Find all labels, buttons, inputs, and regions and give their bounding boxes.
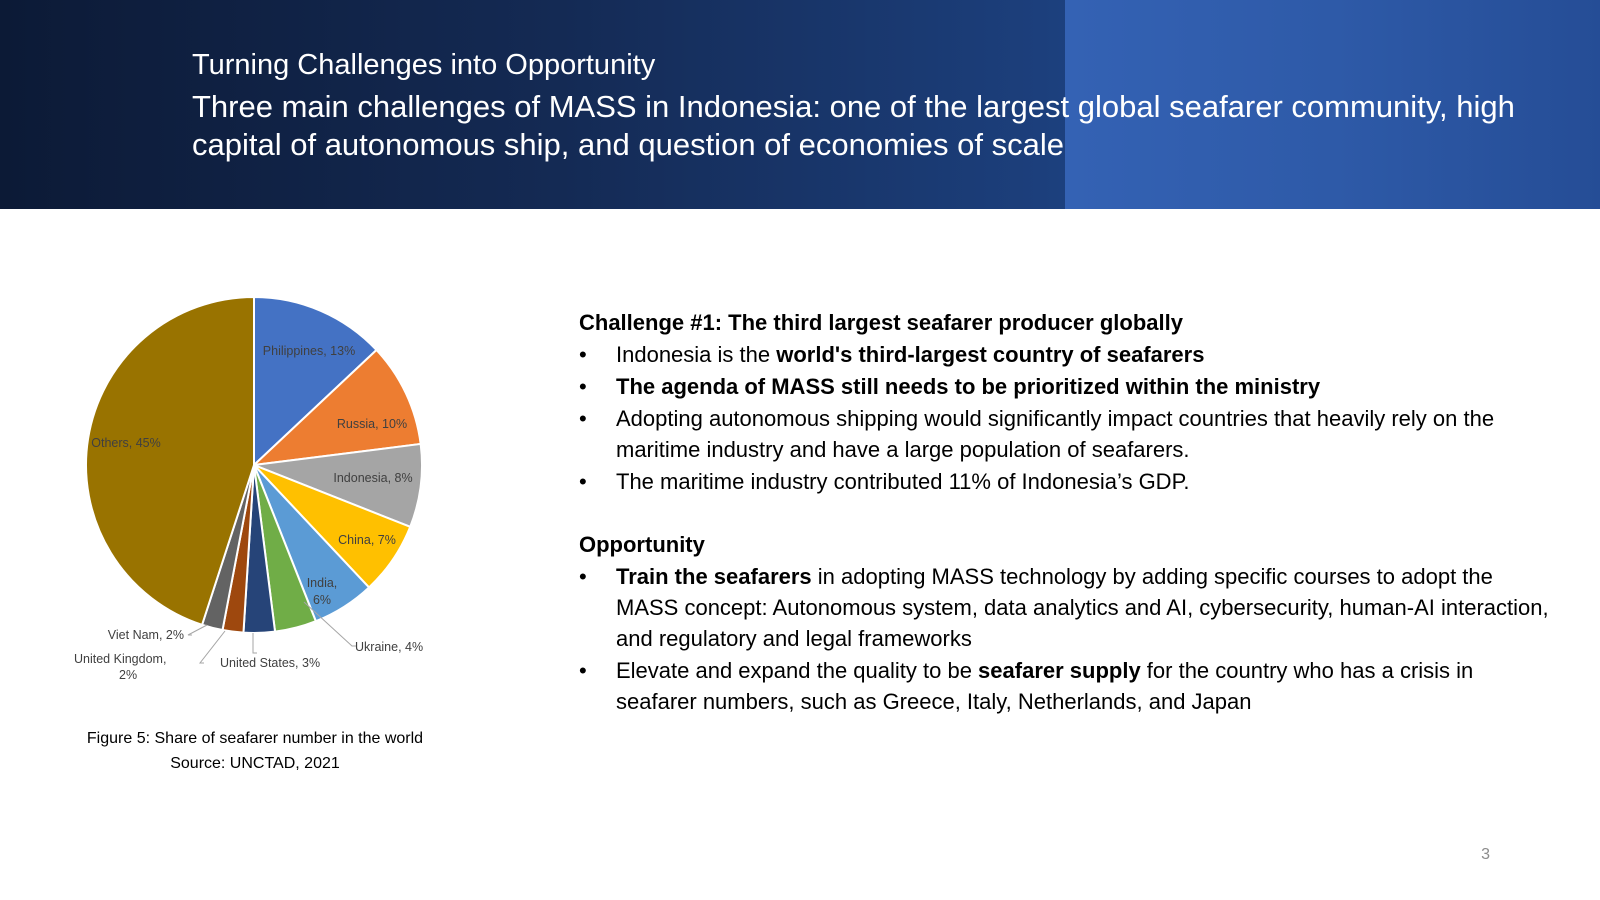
pie-leader-line [252, 633, 257, 654]
pie-data-label: Philippines, 13% [263, 344, 355, 358]
pie-data-label: India, 6% [307, 576, 338, 607]
pie-slice-russia [251, 348, 422, 467]
pie-data-label: Others, 45% [91, 436, 160, 450]
challenge-bullet: The maritime industry contributed 11% of… [579, 466, 1549, 497]
pie-chart-svg: Philippines, 13% Russia, 10% Indonesia, 8%… [74, 295, 423, 682]
pie-data-label: Russia, 10% [337, 417, 407, 431]
slide-kicker: Turning Challenges into Opportunity [192, 49, 656, 81]
header-text: Turning Challenges into Opportunity Thre… [192, 46, 1572, 164]
pie-data-label: Indonesia, 8% [333, 471, 412, 485]
header-accent-panel [1065, 0, 1600, 209]
opportunity-bullet: Elevate and expand the quality to be sea… [579, 655, 1549, 717]
figure-caption: Figure 5: Share of seafarer number in th… [40, 726, 470, 776]
pie-chart: Philippines, 13% Russia, 10% Indonesia, 8%… [50, 295, 520, 695]
opportunity-bullet: Train the seafarers in adopting MASS tec… [579, 561, 1549, 654]
pie-slice-philippines [253, 295, 378, 468]
pie-leader-line [198, 630, 226, 664]
pie-data-label: Viet Nam, 2% [108, 628, 184, 642]
opportunity-list: Train the seafarers in adopting MASS tec… [579, 561, 1549, 717]
pie-data-label: United Kingdom, 2% [74, 652, 166, 682]
pie-slice-others [85, 295, 255, 627]
challenge-list: Indonesia is the world's third-largest c… [579, 339, 1549, 497]
challenge-bullet: Indonesia is the world's third-largest c… [579, 339, 1549, 370]
challenge-bullet: Adopting autonomous shipping would signi… [579, 403, 1549, 465]
pie-data-label: United States, 3% [220, 656, 320, 670]
pie-data-label: Ukraine, 4% [355, 640, 423, 654]
challenge-bullet: The agenda of MASS still needs to be pri… [579, 371, 1549, 402]
caption-title: Figure 5: Share of seafarer number in th… [86, 730, 424, 747]
pie-leader-line [303, 601, 356, 647]
caption-source: Source: UNCTAD, 2021 [170, 755, 340, 772]
section-spacer [579, 498, 1549, 529]
pie-data-label: China, 7% [338, 533, 396, 547]
challenge-heading: Challenge #1: The third largest seafarer… [579, 310, 1183, 335]
opportunity-heading: Opportunity [579, 532, 705, 557]
pie-leader-line [187, 624, 208, 636]
slide-title: Three main challenges of MASS in Indones… [192, 89, 1515, 162]
page-number: 3 [1481, 846, 1490, 863]
slide-header: Turning Challenges into Opportunity Thre… [0, 0, 1600, 209]
text-content: Challenge #1: The third largest seafarer… [579, 307, 1549, 718]
